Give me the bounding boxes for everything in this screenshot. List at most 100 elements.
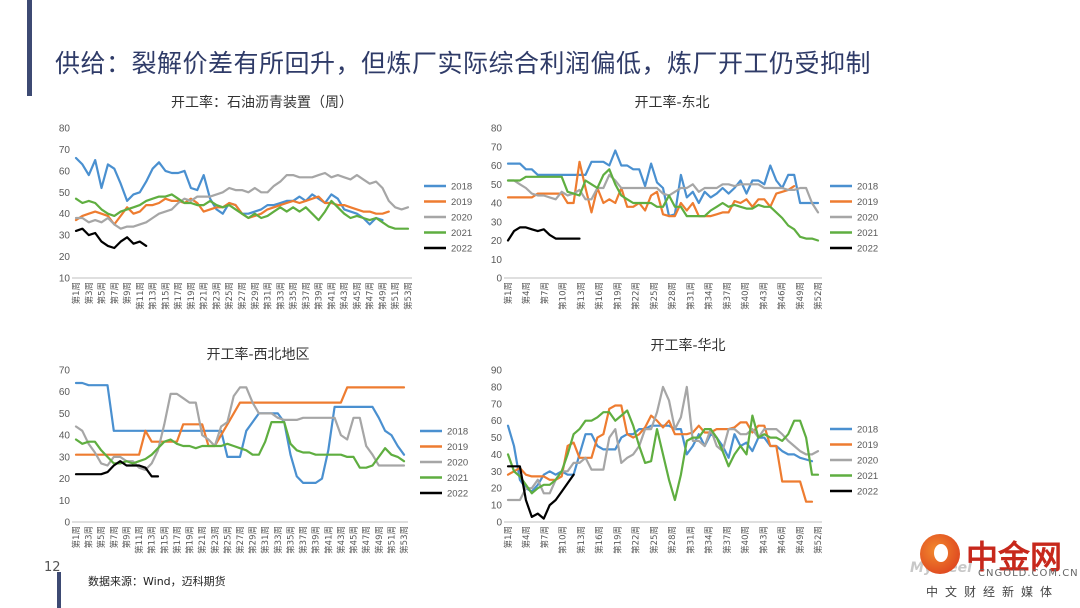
x-tick-label: 第49周: [377, 282, 388, 310]
legend-label-2020: 2020: [451, 213, 472, 224]
x-tick-label: 第45周: [349, 526, 360, 554]
series-line-2019: [74, 386, 406, 456]
x-tick-label: 第46周: [777, 282, 788, 310]
x-tick-label: 第3周: [84, 282, 95, 304]
logo-sub-text: 中文财经新媒体: [926, 585, 1060, 599]
x-tick-label: 第52周: [813, 526, 824, 554]
legend-label-2022: 2022: [857, 244, 878, 255]
x-tick-label: 第25周: [649, 526, 660, 554]
x-tick-label: 第28周: [667, 282, 678, 310]
series-line-2022: [506, 226, 581, 242]
y-tick-label: 70: [59, 145, 71, 156]
x-tick-label: 第41周: [326, 282, 337, 310]
x-tick-label: 第52周: [813, 282, 824, 310]
y-tick-label: 20: [491, 236, 503, 247]
x-tick-label: 第41周: [323, 526, 334, 554]
legend-label-2018: 2018: [451, 182, 472, 193]
x-tick-label: 第1周: [503, 526, 514, 548]
y-tick-label: 20: [491, 484, 503, 495]
y-tick-label: 0: [496, 274, 502, 285]
legend-label-2022: 2022: [451, 244, 472, 255]
y-tick-label: 50: [59, 409, 71, 420]
series-line-2020: [74, 386, 406, 471]
x-tick-label: 第35周: [285, 526, 296, 554]
x-tick-label: 第23周: [210, 526, 221, 554]
x-tick-label: 第33周: [273, 526, 284, 554]
accent-bar-bottom: [57, 572, 61, 608]
x-tick-label: 第25周: [649, 282, 660, 310]
x-tick-label: 第9周: [122, 282, 133, 304]
x-tick-label: 第37周: [301, 282, 312, 310]
legend-label-2018: 2018: [857, 182, 878, 193]
x-tick-label: 第37周: [722, 282, 733, 310]
x-tick-label: 第13周: [147, 526, 158, 554]
x-tick-label: 第16周: [594, 526, 605, 554]
chart-title: 开工率-西北地区: [206, 346, 309, 363]
page-title: 供给：裂解价差有所回升，但炼厂实际综合利润偏低，炼厂开工仍受抑制: [55, 49, 872, 78]
x-tick-label: 第1周: [71, 526, 82, 548]
y-tick-label: 80: [491, 124, 503, 135]
y-tick-label: 80: [491, 382, 503, 393]
x-tick-label: 第7周: [109, 282, 120, 304]
series-line-2019: [506, 160, 796, 218]
legend-label-2021: 2021: [857, 228, 878, 239]
x-tick-label: 第28周: [667, 526, 678, 554]
series-line-2021: [74, 193, 410, 230]
legend-label-2019: 2019: [857, 440, 878, 451]
legend-label-2020: 2020: [857, 213, 878, 224]
x-tick-label: 第53周: [399, 526, 410, 554]
x-tick-label: 第22周: [631, 282, 642, 310]
y-tick-label: 70: [491, 142, 503, 153]
x-tick-label: 第29周: [248, 526, 259, 554]
cngold-logo-icon: [920, 534, 960, 574]
x-tick-label: 第7周: [539, 282, 550, 304]
x-tick-label: 第13周: [148, 282, 159, 310]
x-tick-label: 第37周: [722, 526, 733, 554]
series-line-2018: [74, 381, 406, 484]
legend-label-2018: 2018: [857, 425, 878, 436]
y-tick-label: 50: [491, 180, 503, 191]
chart-2: 开工率-东北 0 10 20 30 40 50 60 70 80 第1周 第4周 第7周 第10周 第13周…: [491, 94, 878, 310]
series-line-2020: [74, 171, 410, 230]
legend-label-2020: 2020: [447, 458, 468, 469]
x-tick-label: 第29周: [250, 282, 261, 310]
y-tick-label: 90: [491, 366, 503, 377]
legend-label-2022: 2022: [447, 489, 468, 500]
x-tick-label: 第39周: [314, 282, 325, 310]
x-tick-label: 第19周: [612, 282, 623, 310]
x-tick-label: 第19周: [185, 526, 196, 554]
y-tick-label: 20: [59, 474, 71, 485]
x-tick-label: 第31周: [260, 526, 271, 554]
x-tick-label: 第10周: [558, 526, 569, 554]
series-line-2021: [506, 168, 820, 242]
x-tick-label: 第7周: [539, 526, 550, 548]
x-tick-label: 第45周: [352, 282, 363, 310]
logo-domain-text: CNGOLD.COM.CN: [978, 568, 1079, 579]
y-tick-label: 60: [59, 166, 71, 177]
legend-label-2021: 2021: [451, 228, 472, 239]
x-tick-label: 第34周: [704, 526, 715, 554]
x-tick-label: 第13周: [576, 526, 587, 554]
x-tick-label: 第1周: [71, 282, 82, 304]
series-line-2020: [506, 173, 820, 214]
x-tick-label: 第17周: [172, 526, 183, 554]
x-tick-label: 第21周: [197, 526, 208, 554]
x-tick-label: 第25周: [224, 282, 235, 310]
legend-label-2022: 2022: [857, 487, 878, 498]
x-tick-label: 第49周: [795, 526, 806, 554]
x-tick-label: 第27周: [237, 282, 248, 310]
x-tick-label: 第13周: [576, 282, 587, 310]
legend-label-2021: 2021: [447, 473, 468, 484]
x-tick-label: 第43周: [758, 526, 769, 554]
series-line-2020: [506, 385, 820, 502]
x-tick-label: 第31周: [685, 526, 696, 554]
chart-title: 开工率-东北: [634, 94, 709, 111]
legend-label-2019: 2019: [857, 197, 878, 208]
series-line-2021: [506, 409, 820, 502]
y-tick-label: 30: [491, 467, 503, 478]
y-tick-label: 30: [491, 217, 503, 228]
x-tick-label: 第11周: [135, 282, 146, 310]
x-tick-label: 第16周: [594, 282, 605, 310]
